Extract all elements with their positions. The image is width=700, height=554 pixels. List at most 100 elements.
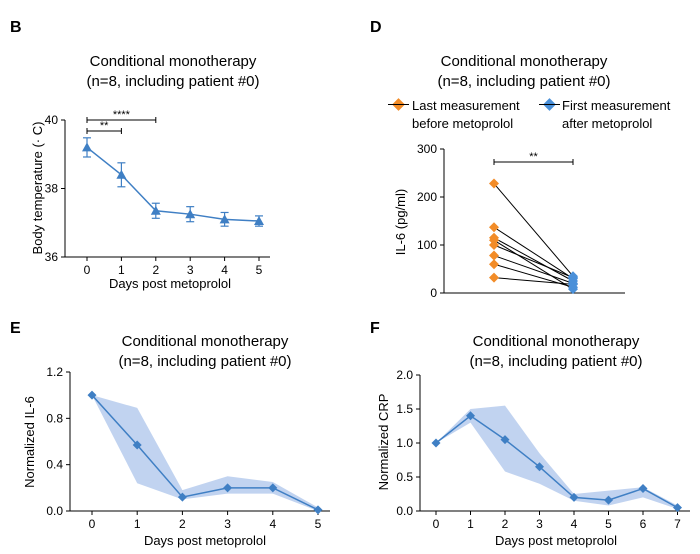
panel-f-point xyxy=(431,438,441,448)
panel-f-xtick-label: 4 xyxy=(571,517,578,531)
panel-e-xtick-label: 2 xyxy=(179,517,186,531)
panel-b-series-line xyxy=(86,146,260,222)
panel-b-xtick-label: 2 xyxy=(152,263,159,277)
legend-label-before-line2: before metoprolol xyxy=(412,116,513,131)
panel-f-xtick-label: 0 xyxy=(433,517,440,531)
panel-e-title-line1: Conditional monotherapy xyxy=(122,333,289,350)
panel-d-pair-line xyxy=(493,226,574,280)
panel-b-xlabel: Days post metoprolol xyxy=(109,276,231,291)
panel-d-pair-line xyxy=(493,237,574,282)
panel-d-legend: Last measurement before metoprolol First… xyxy=(388,98,671,131)
panel-f-point xyxy=(466,411,475,421)
panel-b-ytick-label: 40 xyxy=(45,113,59,127)
panel-e-plot: 0.0 0.4 0.8 1.2 0 1 2 3 4 5 xyxy=(46,365,330,531)
panel-b-sig-label: ** xyxy=(100,120,109,132)
panel-f-title-line1: Conditional monotherapy xyxy=(473,333,640,350)
panel-d-title-line1: Conditional monotherapy xyxy=(441,53,608,70)
panel-label-b: B xyxy=(10,19,22,36)
panel-d-plot: 0 100 200 300 ** xyxy=(417,142,625,300)
panel-b-xtick-label: 4 xyxy=(221,263,228,277)
panel-f-series-line xyxy=(435,414,678,509)
panel-e-band xyxy=(92,395,318,511)
panel-b-point xyxy=(116,169,127,179)
panel-d-ylabel: IL-6 (pg/ml) xyxy=(393,189,408,255)
panel-b-xtick-label: 3 xyxy=(187,263,194,277)
panel-e-ytick-label: 1.2 xyxy=(46,365,63,379)
panel-b-title-line2: (n=8, including patient #0) xyxy=(86,73,259,90)
panel-e-ytick-label: 0.0 xyxy=(46,504,63,518)
panel-e-ylabel: Normalized IL-6 xyxy=(22,396,37,488)
panel-f-point xyxy=(569,492,579,502)
panel-b-xtick-label: 0 xyxy=(84,263,91,277)
panel-d-pair-line xyxy=(493,239,574,290)
panel-d-before-point xyxy=(489,259,499,270)
panel-f-band xyxy=(436,405,678,509)
panel-e-point xyxy=(223,483,233,493)
panel-d-after-point xyxy=(568,284,578,295)
panel-b-sig-label: **** xyxy=(113,109,131,121)
panel-f-plot: 0.0 0.5 1.0 1.5 2.0 0 1 2 3 4 5 6 7 xyxy=(396,368,690,531)
legend-label-before-line1: Last measurement xyxy=(412,98,520,113)
panel-b-ytick-label: 38 xyxy=(45,182,59,196)
panel-b-point xyxy=(254,216,264,226)
panel-d-before-point xyxy=(489,222,499,233)
panel-d-pair-line xyxy=(493,277,574,285)
panel-e-point xyxy=(177,492,187,502)
legend-label-after-line1: First measurement xyxy=(562,98,671,113)
panel-d-ytick-label: 200 xyxy=(417,190,437,204)
panel-f-ytick-label: 2.0 xyxy=(396,368,413,382)
panel-label-d: D xyxy=(370,19,382,36)
panel-label-f: F xyxy=(370,320,380,337)
panel-e-xtick-label: 5 xyxy=(315,517,322,531)
panel-e-ytick-label: 0.8 xyxy=(46,411,63,425)
panel-f-point xyxy=(535,462,544,472)
panel-e-point xyxy=(132,440,142,450)
panel-d-pair-line xyxy=(493,244,574,279)
panel-b: B Conditional monotherapy (n=8, includin… xyxy=(10,19,270,291)
panel-f-ylabel: Normalized CRP xyxy=(376,394,391,491)
panel-f-ytick-label: 0.0 xyxy=(396,504,413,518)
panel-f-xtick-label: 6 xyxy=(640,517,647,531)
panel-d-pair-line xyxy=(493,255,574,284)
panel-e-xtick-label: 3 xyxy=(224,517,231,531)
panel-d-ytick-label: 0 xyxy=(430,286,437,300)
panel-b-point xyxy=(150,205,161,215)
panel-e-title-line2: (n=8, including patient #0) xyxy=(118,353,291,370)
panel-e-xlabel: Days post metoprolol xyxy=(144,533,266,548)
panel-f-ytick-label: 0.5 xyxy=(396,470,413,484)
panel-b-xtick-label: 5 xyxy=(256,263,263,277)
panel-f-point xyxy=(500,435,510,445)
panel-f-xtick-label: 3 xyxy=(536,517,543,531)
panel-e-ytick-label: 0.4 xyxy=(46,458,63,472)
panel-f-point xyxy=(638,484,648,494)
panel-f-ytick-label: 1.0 xyxy=(396,436,413,450)
panel-b-point xyxy=(82,142,92,152)
panel-d-sig-label: ** xyxy=(529,151,538,163)
panel-f-xlabel: Days post metoprolol xyxy=(495,533,617,548)
panel-e-xtick-label: 0 xyxy=(89,517,96,531)
panel-e-xtick-label: 1 xyxy=(134,517,141,531)
panel-f-point xyxy=(673,503,682,513)
panel-d: D Conditional monotherapy (n=8, includin… xyxy=(370,19,671,300)
panel-f-xtick-label: 7 xyxy=(674,517,681,531)
panel-e-point xyxy=(268,483,278,493)
panel-b-point xyxy=(185,209,196,219)
panel-f-ytick-label: 1.5 xyxy=(396,402,413,416)
panel-d-before-point xyxy=(489,178,499,189)
panel-d-pair-line xyxy=(493,183,574,277)
panel-f-point xyxy=(604,495,613,505)
panel-b-title-line1: Conditional monotherapy xyxy=(90,53,257,70)
panel-f-xtick-label: 1 xyxy=(467,517,474,531)
panel-b-ylabel: Body temperature (· C) xyxy=(30,122,45,255)
panel-label-e: E xyxy=(10,320,21,337)
panel-e-xtick-label: 4 xyxy=(269,517,276,531)
panel-b-point xyxy=(219,214,230,224)
panel-d-ytick-label: 300 xyxy=(417,142,437,156)
panel-d-after-point xyxy=(568,272,578,283)
panel-b-xtick-label: 1 xyxy=(118,263,125,277)
panel-d-before-point xyxy=(489,272,499,283)
panel-d-ytick-label: 100 xyxy=(417,238,437,252)
panel-f: F Conditional monotherapy (n=8, includin… xyxy=(370,320,690,548)
